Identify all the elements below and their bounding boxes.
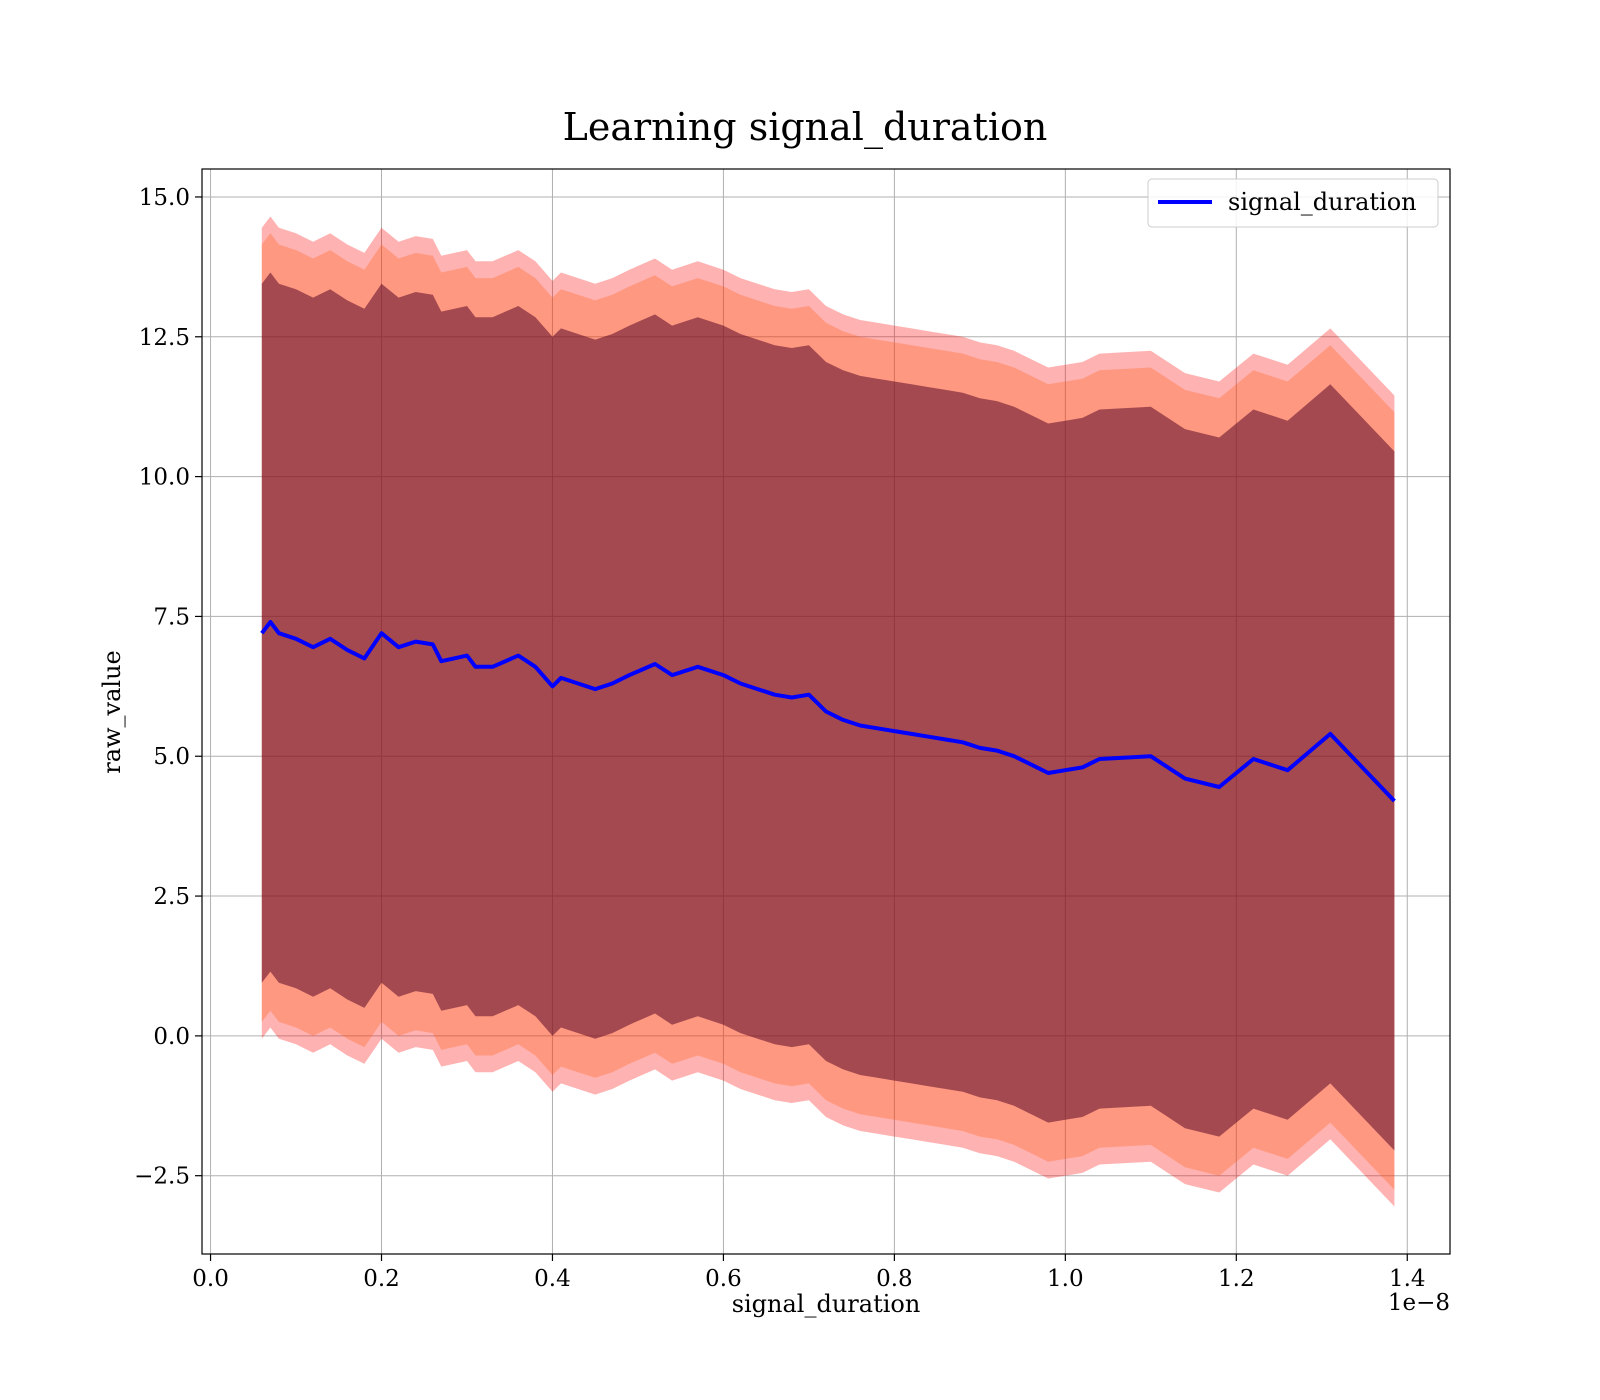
- y-tick-label: 0.0: [153, 1024, 190, 1050]
- legend: signal_duration: [1147, 178, 1439, 228]
- x-tick-label: 0.8: [876, 1266, 913, 1292]
- y-tick-label: 12.5: [139, 325, 190, 351]
- x-axis-offset-label: 1e−8: [1388, 1290, 1450, 1316]
- axis-ticks: 0.0 0.2 0.4 0.6 0.8 1.0 1.2 1.4 −2.5 0.0 2.5 5.0 7.5…: [134, 185, 1425, 1292]
- y-tick-label: 7.5: [153, 604, 190, 630]
- x-tick-label: 0.4: [534, 1266, 571, 1292]
- x-tick-label: 1.4: [1389, 1266, 1426, 1292]
- x-tick-label: 1.2: [1218, 1266, 1255, 1292]
- y-axis-label: raw_value: [98, 650, 126, 774]
- y-tick-label: 15.0: [139, 185, 190, 211]
- chart-title: Learning signal_duration: [563, 105, 1048, 150]
- y-tick-label: −2.5: [134, 1164, 190, 1190]
- y-tick-label: 2.5: [153, 884, 190, 910]
- series-line-layer: [260, 620, 1396, 803]
- y-tick-label: 10.0: [139, 465, 190, 491]
- x-axis-label: signal_duration: [732, 1290, 921, 1318]
- plot-frame: [201, 168, 1451, 1255]
- x-tick-label: 1.0: [1047, 1266, 1084, 1292]
- legend-label-signal-duration: signal_duration: [1228, 188, 1417, 216]
- x-tick-label: 0.0: [192, 1266, 229, 1292]
- series-line-signal-duration: [260, 620, 1396, 803]
- x-tick-label: 0.6: [705, 1266, 742, 1292]
- legend-box: [1147, 178, 1439, 228]
- x-tick-label: 0.2: [363, 1266, 400, 1292]
- y-tick-label: 5.0: [153, 744, 190, 770]
